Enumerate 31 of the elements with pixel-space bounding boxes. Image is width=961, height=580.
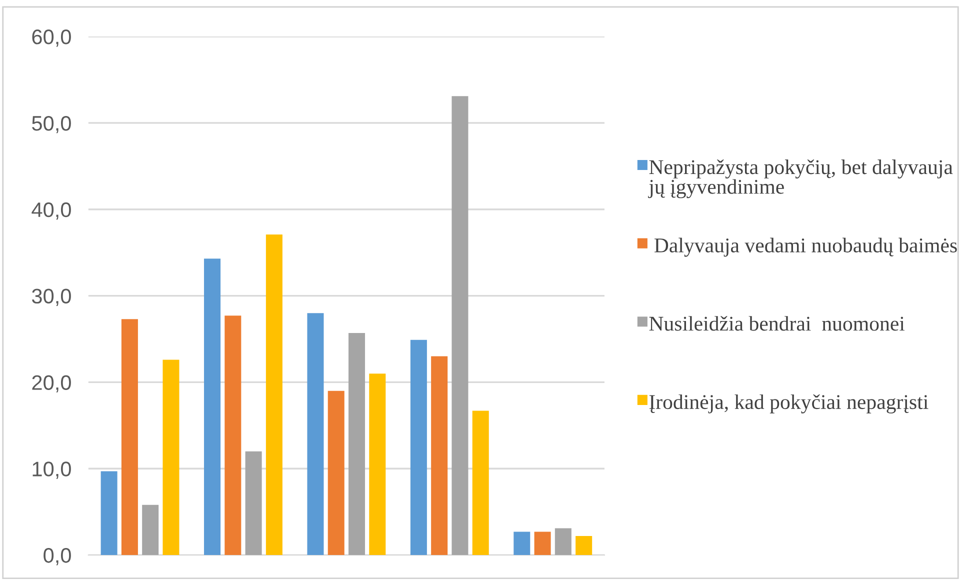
y-tick-label: 0,0: [44, 548, 71, 566]
bar: [266, 234, 282, 556]
y-tick-label: 30,0: [32, 288, 71, 306]
bar: [121, 319, 138, 556]
bar: [162, 360, 180, 556]
bar: [369, 374, 386, 556]
y-tick-label: 40,0: [32, 202, 71, 220]
bar: [100, 471, 118, 556]
bar: [554, 528, 572, 556]
bar: [307, 313, 324, 556]
bar: [410, 340, 427, 556]
bar: [534, 532, 551, 556]
bar: [472, 410, 489, 556]
bar: [452, 96, 468, 556]
bar: [204, 258, 221, 556]
bar: [431, 356, 448, 556]
bar: [576, 536, 592, 556]
bar: [348, 332, 366, 556]
y-tick-label: 50,0: [32, 116, 71, 134]
bar: [224, 316, 242, 556]
bar: [142, 504, 159, 556]
bar: [245, 451, 262, 556]
legend-label: Įrodinėja, kad pokyčiai nepagrįsti: [649, 394, 928, 414]
legend-label: Nepripažysta pokyčių, bet dalyvauja jų įgyvendinime: [648, 160, 953, 198]
y-tick-label: 60,0: [32, 30, 71, 47]
y-tick-label: 10,0: [32, 462, 71, 479]
legend-label: Dalyvauja vedami nuobaudų baimės: [654, 238, 957, 257]
bar: [514, 532, 530, 556]
legend-label: Nusileidžia bendrai nuomonei: [649, 316, 905, 331]
y-tick-label: 20,0: [32, 375, 71, 392]
bar: [328, 390, 344, 556]
